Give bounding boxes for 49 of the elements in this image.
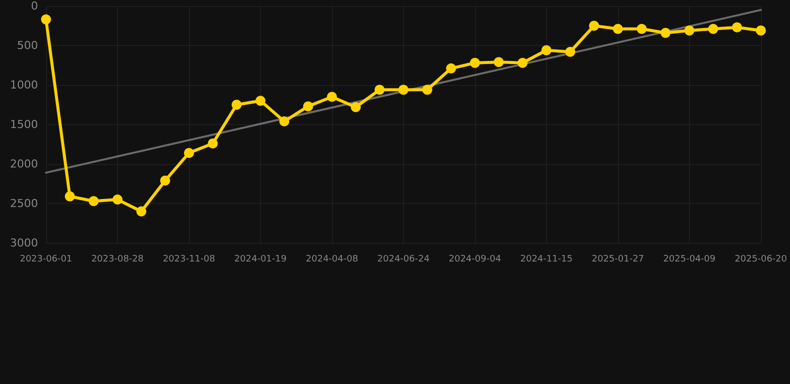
point [255,96,266,106]
point [636,24,647,34]
point [41,14,51,24]
point [350,102,361,112]
point [279,116,290,126]
x-tick-label: 2024-01-19 [234,254,287,264]
point [374,84,385,95]
y-tick-label: 3000 [10,236,38,250]
point [494,57,504,68]
point [708,24,718,34]
x-tick-label: 2024-04-08 [306,254,358,264]
point [518,58,528,68]
point [136,206,146,216]
point [660,28,671,38]
point [684,25,694,36]
point [565,46,576,57]
y-tick-label: 1000 [10,78,38,92]
point [756,25,766,36]
x-tick-label: 2023-08-28 [91,254,144,264]
x-tick-label: 2024-11-15 [520,254,573,264]
point [112,194,122,205]
point [470,58,480,68]
point [303,101,314,112]
point [612,24,623,34]
x-tick-label: 2025-01-27 [592,254,644,264]
y-tick-label: 0 [31,0,38,12]
point [422,84,432,95]
point [732,22,742,32]
point [64,191,75,202]
point [326,92,337,102]
point [541,45,552,56]
point [160,176,170,186]
point [88,196,99,206]
y-tick-label: 2500 [10,197,38,210]
x-tick-label: 2023-11-08 [162,254,216,264]
point [232,100,242,110]
y-tick-label: 2000 [10,158,38,170]
point [184,148,194,158]
point [398,84,408,95]
point [589,20,600,31]
x-tick-label: 2025-06-20 [734,254,788,264]
y-tick-label: 1500 [10,118,38,131]
point [208,138,218,148]
y-tick-label: 500 [17,39,38,52]
x-tick-label: 2024-06-24 [377,254,430,264]
x-tick-label: 2025-04-09 [663,254,716,264]
point [446,63,456,74]
x-tick-label: 2024-09-04 [448,254,502,264]
x-tick-label: 2023-06-01 [20,254,72,264]
